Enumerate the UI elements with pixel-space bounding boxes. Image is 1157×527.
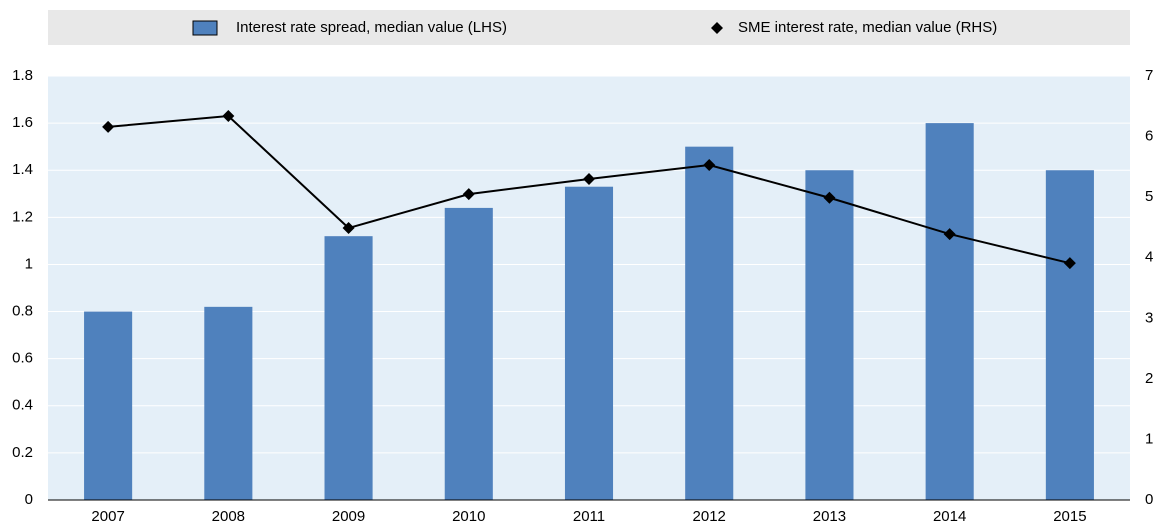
marker [823, 191, 836, 204]
y-tick-label: 0.4 [12, 397, 33, 414]
marker [102, 120, 115, 133]
y2-tick-label: 0 [1145, 491, 1153, 508]
marker [1063, 257, 1076, 270]
y-tick-label: 1.2 [12, 208, 33, 225]
y-tick-label: 0.6 [12, 350, 33, 367]
y-tick-label: 1.6 [12, 114, 33, 131]
bar [444, 207, 493, 500]
bar [805, 170, 854, 500]
bar [685, 146, 734, 500]
y2-tick-label: 6 [1145, 128, 1153, 145]
bar [204, 306, 253, 500]
legend-background [48, 10, 1130, 45]
x-tick-label: 2015 [1053, 508, 1086, 525]
marker [943, 228, 956, 241]
y2-tick-label: 1 [1145, 430, 1153, 447]
legend-label: Interest rate spread, median value (LHS) [236, 19, 507, 36]
bar [324, 236, 373, 500]
bar [564, 186, 614, 500]
y2-tick-label: 7 [1145, 67, 1153, 84]
x-tick-label: 2011 [573, 508, 605, 525]
x-tick-label: 2009 [332, 508, 365, 525]
marker [222, 109, 235, 122]
y2-tick-label: 2 [1145, 370, 1153, 387]
y-tick-label: 0.2 [12, 444, 33, 461]
x-tick-label: 2013 [813, 508, 846, 525]
marker [583, 172, 595, 185]
x-tick-label: 2010 [452, 508, 485, 525]
y-tick-label: 0.8 [12, 303, 33, 320]
marker [703, 159, 716, 172]
y-tick-label: 1.8 [12, 67, 33, 84]
bar [925, 123, 974, 500]
y2-tick-label: 3 [1145, 309, 1153, 326]
y2-tick-label: 4 [1145, 249, 1153, 266]
y-tick-label: 0 [25, 491, 33, 508]
legend-label: SME interest rate, median value (RHS) [738, 19, 997, 36]
bar [84, 311, 133, 500]
y2-tick-label: 5 [1145, 188, 1153, 205]
marker [462, 188, 475, 201]
y-tick-label: 1 [25, 255, 33, 272]
legend-marker [711, 22, 723, 34]
x-tick-label: 2007 [91, 508, 124, 525]
x-tick-label: 2012 [693, 508, 726, 525]
bar [1045, 170, 1094, 500]
x-tick-label: 2014 [933, 508, 966, 525]
x-tick-label: 2008 [212, 508, 245, 525]
marker [342, 222, 355, 235]
legend-swatch [192, 20, 218, 36]
y-tick-label: 1.4 [12, 161, 33, 178]
